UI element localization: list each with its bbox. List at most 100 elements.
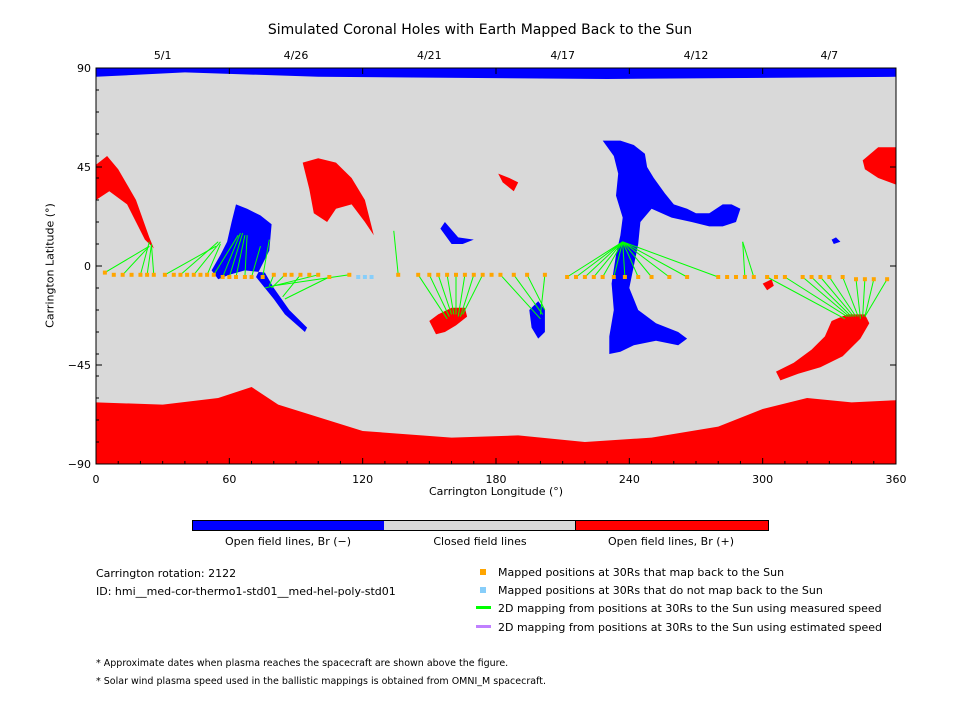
date-tick-label: 4/17 xyxy=(550,49,575,62)
legend-unmapped-marker xyxy=(480,587,486,593)
measured-mapping-line xyxy=(146,243,153,275)
x-tick-label: 360 xyxy=(886,473,907,486)
measured-mapping-line xyxy=(622,241,688,278)
measured-mapping-line xyxy=(139,241,150,275)
date-tick-label: 4/26 xyxy=(284,49,309,62)
measured-mapping-line xyxy=(428,274,450,317)
coronal-hole-positive-hole-lon-110 xyxy=(302,158,374,236)
mapped-position-marker xyxy=(649,275,654,279)
measured-mapping-line xyxy=(457,274,466,317)
measured-mapping-line xyxy=(193,241,221,276)
measured-mapping-line xyxy=(262,239,270,278)
mapped-position-marker xyxy=(211,272,216,277)
unmapped-position-marker xyxy=(356,275,361,279)
colorbar-label-closed: Closed field lines xyxy=(433,535,527,548)
mapped-position-marker xyxy=(289,272,294,277)
unmapped-position-marker xyxy=(369,275,374,279)
x-tick-label: 300 xyxy=(752,473,773,486)
y-tick-label: −90 xyxy=(68,458,91,471)
y-tick-label: 45 xyxy=(77,161,91,174)
mapped-position-marker xyxy=(151,272,156,277)
mapped-position-marker xyxy=(782,275,787,279)
mapped-position-marker xyxy=(885,277,890,282)
mapped-position-marker xyxy=(636,275,641,279)
colorbar-label-positive: Open field lines, Br (+) xyxy=(607,535,735,548)
y-tick-label: 0 xyxy=(84,260,91,273)
measured-mapping-line xyxy=(613,241,624,278)
mapped-position-marker xyxy=(582,275,587,279)
legend-unmapped-label: Mapped positions at 30Rs that do not map… xyxy=(498,584,823,597)
date-tick-label: 4/7 xyxy=(820,49,838,62)
footnote-dates: * Approximate dates when plasma reaches … xyxy=(96,658,509,669)
mapped-position-marker xyxy=(471,272,476,277)
mapped-position-marker xyxy=(427,272,432,277)
date-tick-label: 4/12 xyxy=(684,49,709,62)
measured-mapping-line xyxy=(622,241,652,278)
mapped-position-marker xyxy=(742,275,747,279)
carrington-rotation: Carrington rotation: 2122 xyxy=(96,567,237,580)
coronal-hole-positive-hole-lon-20-north xyxy=(96,156,154,249)
coronal-hole-positive-hole-lon-302 xyxy=(762,279,774,291)
measured-mapping-line xyxy=(575,241,623,278)
mapped-position-marker xyxy=(611,275,616,279)
mapped-position-marker xyxy=(316,272,321,277)
mapped-position-marker xyxy=(234,275,238,279)
mapped-position-marker xyxy=(205,272,210,277)
measured-mapping-line xyxy=(855,279,861,319)
mapped-position-marker xyxy=(667,275,672,279)
measured-mapping-line xyxy=(784,276,848,318)
measured-mapping-line xyxy=(811,276,852,317)
measured-mapping-line xyxy=(766,276,846,320)
mapped-position-marker xyxy=(242,275,247,279)
measured-mapping-line xyxy=(244,235,248,278)
chart-title: Simulated Coronal Holes with Earth Mappe… xyxy=(267,22,693,38)
measured-mapping-line xyxy=(437,274,453,315)
measured-mapping-line xyxy=(593,241,624,278)
mapped-position-marker xyxy=(145,272,150,277)
mapped-position-marker xyxy=(574,275,578,279)
colorbar-open-negative xyxy=(192,520,386,531)
mapped-position-marker xyxy=(462,272,467,277)
mapped-position-marker xyxy=(347,272,352,277)
measured-mapping-line xyxy=(180,241,219,276)
unmapped-position-marker xyxy=(362,275,367,279)
coronal-hole-positive-hole-lon-185 xyxy=(498,173,519,192)
measured-mapping-line xyxy=(742,241,746,278)
measured-mapping-line xyxy=(622,241,626,278)
mapped-position-marker xyxy=(249,275,254,279)
measured-mapping-line xyxy=(828,276,857,317)
x-tick-label: 0 xyxy=(93,473,100,486)
mapped-position-marker xyxy=(871,277,876,282)
mapped-position-marker xyxy=(511,272,516,277)
mapped-position-marker xyxy=(734,275,738,279)
mapped-position-marker xyxy=(840,275,845,279)
mapped-position-marker xyxy=(716,275,721,279)
measured-mapping-line xyxy=(104,245,150,274)
x-tick-label: 120 xyxy=(352,473,373,486)
legend-measured-line xyxy=(476,606,491,609)
mapped-position-marker xyxy=(185,272,190,277)
mapped-position-marker xyxy=(102,270,107,275)
measured-mapping-line xyxy=(584,241,624,278)
measured-mapping-line xyxy=(213,234,239,276)
measured-mapping-line xyxy=(417,274,448,320)
legend-estimated-label: 2D mapping from positions at 30Rs to the… xyxy=(498,621,883,634)
measured-mapping-line xyxy=(622,241,670,278)
coronal-hole-positive-south-polar-cap xyxy=(96,387,896,464)
x-axis-label: Carrington Longitude (°) xyxy=(428,485,564,498)
measured-mapping-line xyxy=(842,276,859,317)
mapped-position-marker xyxy=(525,272,530,277)
measured-mapping-line xyxy=(500,274,541,320)
measured-mapping-line xyxy=(282,274,301,298)
measured-mapping-line xyxy=(742,241,755,278)
mapped-position-marker xyxy=(120,272,125,277)
mapped-position-marker xyxy=(542,272,547,277)
mapped-position-marker xyxy=(809,275,814,279)
y-tick-label: 90 xyxy=(77,62,91,75)
y-tick-label: −45 xyxy=(68,359,91,372)
mapped-position-marker xyxy=(480,272,485,277)
mapped-position-marker xyxy=(565,275,570,279)
mapped-position-marker xyxy=(198,272,203,277)
measured-mapping-line xyxy=(284,276,330,300)
mapped-position-marker xyxy=(600,275,605,279)
